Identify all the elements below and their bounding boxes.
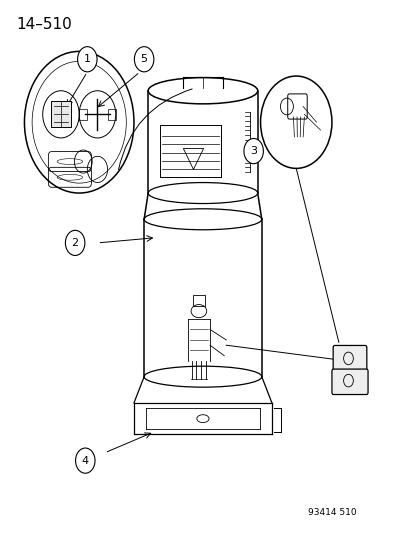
Text: 1: 1 xyxy=(83,54,90,64)
FancyBboxPatch shape xyxy=(331,369,367,394)
FancyBboxPatch shape xyxy=(51,101,71,127)
Text: 4: 4 xyxy=(81,456,89,466)
Circle shape xyxy=(76,448,95,473)
Circle shape xyxy=(134,47,154,72)
Text: 93414 510: 93414 510 xyxy=(308,508,356,518)
Text: 5: 5 xyxy=(140,54,147,64)
Circle shape xyxy=(243,139,263,164)
Text: 3: 3 xyxy=(249,146,256,156)
FancyBboxPatch shape xyxy=(332,345,366,371)
Circle shape xyxy=(260,76,331,168)
Text: 14–510: 14–510 xyxy=(16,17,72,33)
Circle shape xyxy=(65,230,85,255)
Text: 2: 2 xyxy=(71,238,78,248)
Circle shape xyxy=(24,51,134,193)
Circle shape xyxy=(77,47,97,72)
